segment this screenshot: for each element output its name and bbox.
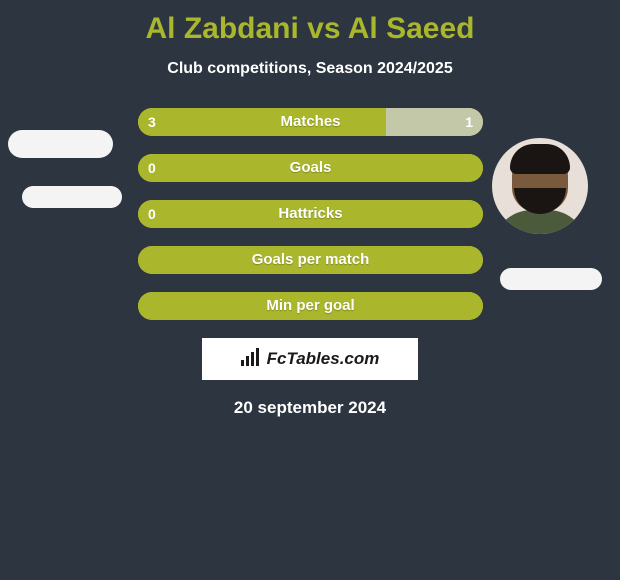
content-area: Matches31Goals0Hattricks0Goals per match… (0, 108, 620, 418)
stat-bar: Goals per match (138, 246, 483, 274)
logo-text: FcTables.com (267, 349, 380, 369)
page-title: Al Zabdani vs Al Saeed (0, 0, 620, 46)
stat-bar-label: Goals per match (138, 246, 483, 274)
stat-bar-left-value: 0 (148, 154, 156, 182)
stat-bar-right-value: 1 (465, 108, 473, 136)
player-right-avatar (492, 138, 588, 234)
bar-chart-icon (241, 348, 263, 371)
date-label: 20 september 2024 (0, 398, 620, 418)
subtitle: Club competitions, Season 2024/2025 (0, 60, 620, 78)
player-right-placeholder (500, 268, 602, 290)
stat-bar: Goals0 (138, 154, 483, 182)
player-left-placeholder-2 (22, 186, 122, 208)
stat-bar-label: Matches (138, 108, 483, 136)
logo-box: FcTables.com (202, 338, 418, 380)
player-left-placeholder-1 (8, 130, 113, 158)
stat-bar-label: Goals (138, 154, 483, 182)
stat-bar-label: Hattricks (138, 200, 483, 228)
stat-bar: Min per goal (138, 292, 483, 320)
stat-bar: Hattricks0 (138, 200, 483, 228)
stat-bars: Matches31Goals0Hattricks0Goals per match… (138, 108, 483, 320)
stat-bar: Matches3 1 (138, 108, 483, 136)
stat-bar-label: Min per goal (138, 292, 483, 320)
stat-bar-left-value: 3 (148, 108, 156, 136)
stat-bar-left-value: 0 (148, 200, 156, 228)
